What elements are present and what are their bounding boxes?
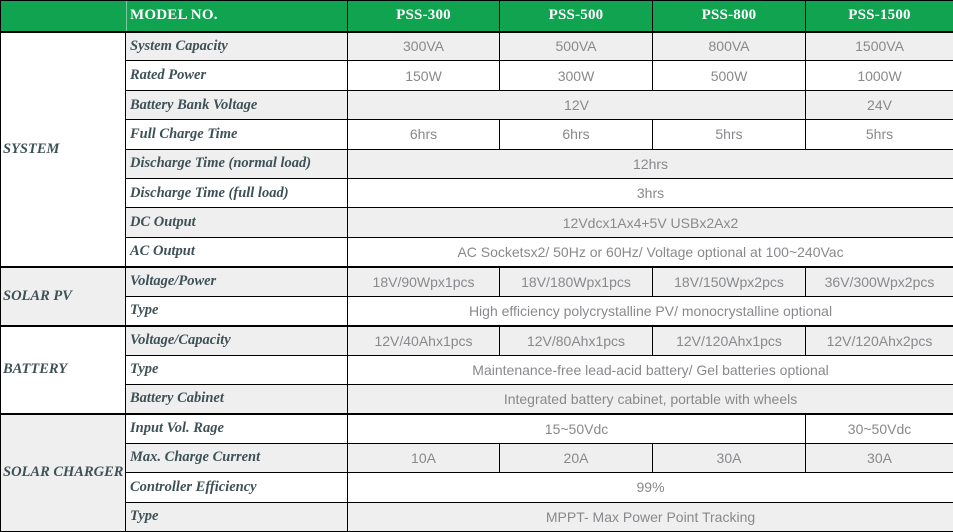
model-header-pss-1500: PSS-1500 bbox=[805, 0, 953, 33]
spec-value: 12V/120Ahx1pcs bbox=[652, 324, 807, 356]
category-label-battery: BATTERY bbox=[0, 324, 126, 415]
spec-value: 5hrs bbox=[652, 119, 807, 150]
table-row: Max. Charge Current 10A 20A 30A 30A bbox=[1, 442, 953, 474]
spec-label: Battery Bank Voltage bbox=[124, 89, 349, 121]
table-row: Full Charge Time 6hrs 6hrs 5hrs 5hrs bbox=[1, 119, 953, 150]
spec-label: Voltage/Power bbox=[124, 265, 349, 297]
spec-value: 15~50Vdc bbox=[347, 412, 807, 444]
spec-value: 500VA bbox=[499, 30, 654, 62]
header-row: MODEL NO. PSS-300 PSS-500 PSS-800 PSS-15… bbox=[0, 0, 953, 33]
spec-label: Discharge Time (normal load) bbox=[124, 148, 349, 180]
spec-value: 12V/40Ahx1pcs bbox=[347, 324, 501, 356]
table-row: DC Output 12Vdcx1Ax4+5V USBx2Ax2 bbox=[1, 207, 953, 238]
spec-value: 1000W bbox=[805, 60, 953, 91]
table-row: SOLAR CHARGER Input Vol. Rage 15~50Vdc 3… bbox=[0, 412, 953, 532]
spec-value: 300VA bbox=[347, 30, 501, 62]
table-row: SYSTEM System Capacity 300VA 500VA 800VA… bbox=[0, 30, 953, 268]
spec-value: 18V/180Wpx1pcs bbox=[499, 265, 654, 297]
table-row: Type MPPT- Max Power Point Tracking bbox=[1, 501, 953, 532]
spec-label: Type bbox=[124, 295, 349, 327]
spec-value: 12V/80Ahx1pcs bbox=[499, 324, 654, 356]
spec-value: MPPT- Max Power Point Tracking bbox=[347, 501, 953, 532]
spec-label: Max. Charge Current bbox=[124, 442, 349, 474]
table-row: Rated Power 150W 300W 500W 1000W bbox=[1, 60, 953, 91]
spec-value: 18V/150Wpx2pcs bbox=[652, 265, 807, 297]
spec-value: 150W bbox=[347, 60, 501, 91]
spec-label: Rated Power bbox=[124, 60, 349, 91]
table-row: Type High efficiency polycrystalline PV/… bbox=[1, 295, 953, 327]
spec-label: Input Vol. Rage bbox=[124, 412, 349, 444]
table-row: Type Maintenance-free lead-acid battery/… bbox=[1, 354, 953, 385]
spec-label: Type bbox=[124, 354, 349, 385]
section-system: SYSTEM System Capacity 300VA 500VA 800VA… bbox=[0, 30, 953, 268]
spec-value: 10A bbox=[347, 442, 501, 474]
model-no-header: MODEL NO. bbox=[0, 0, 349, 33]
spec-value: 20A bbox=[499, 442, 654, 474]
table-row: Battery Bank Voltage 12V 24V bbox=[1, 89, 953, 121]
table-row: Controller Efficiency 99% bbox=[1, 472, 953, 503]
spec-label: System Capacity bbox=[124, 30, 349, 62]
model-header-pss-300: PSS-300 bbox=[347, 0, 501, 33]
spec-value: 5hrs bbox=[805, 119, 953, 150]
spec-value: Integrated battery cabinet, portable wit… bbox=[347, 383, 953, 415]
section-solar-pv: SOLAR PV Voltage/Power 18V/90Wpx1pcs 18V… bbox=[0, 265, 953, 327]
category-label-solar-pv: SOLAR PV bbox=[0, 265, 126, 327]
model-header-pss-500: PSS-500 bbox=[499, 0, 654, 33]
spec-label: Full Charge Time bbox=[124, 119, 349, 150]
category-label-system: SYSTEM bbox=[0, 30, 126, 268]
spec-value: 12Vdcx1Ax4+5V USBx2Ax2 bbox=[347, 207, 953, 238]
spec-value: 6hrs bbox=[347, 119, 501, 150]
category-label-solar-charger: SOLAR CHARGER bbox=[0, 412, 126, 532]
spec-label: Battery Cabinet bbox=[124, 383, 349, 415]
spec-value: 3hrs bbox=[347, 178, 953, 209]
table-row: AC Output AC Socketsx2/ 50Hz or 60Hz/ Vo… bbox=[1, 236, 953, 268]
spec-label: Type bbox=[124, 501, 349, 532]
spec-value: 36V/300Wpx2pcs bbox=[805, 265, 953, 297]
section-battery: BATTERY Voltage/Capacity 12V/40Ahx1pcs 1… bbox=[0, 324, 953, 415]
spec-value: 30A bbox=[652, 442, 807, 474]
spec-value: 800VA bbox=[652, 30, 807, 62]
table-row: SOLAR PV Voltage/Power 18V/90Wpx1pcs 18V… bbox=[0, 265, 953, 327]
spec-value: 6hrs bbox=[499, 119, 654, 150]
spec-value: 24V bbox=[805, 89, 953, 121]
table-row: BATTERY Voltage/Capacity 12V/40Ahx1pcs 1… bbox=[0, 324, 953, 415]
table-row: Battery Cabinet Integrated battery cabin… bbox=[1, 383, 953, 415]
spec-value: 12V/120Ahx2pcs bbox=[805, 324, 953, 356]
model-header-pss-800: PSS-800 bbox=[652, 0, 807, 33]
spec-value: 99% bbox=[347, 472, 953, 503]
spec-value: High efficiency polycrystalline PV/ mono… bbox=[347, 295, 953, 327]
spec-value: 30A bbox=[805, 442, 953, 474]
spec-label: DC Output bbox=[124, 207, 349, 238]
spec-label: Voltage/Capacity bbox=[124, 324, 349, 356]
spec-value: 30~50Vdc bbox=[805, 412, 953, 444]
spec-value: 300W bbox=[499, 60, 654, 91]
spec-value: 12hrs bbox=[347, 148, 953, 180]
spec-value: 1500VA bbox=[805, 30, 953, 62]
spec-value: 500W bbox=[652, 60, 807, 91]
spec-value: Maintenance-free lead-acid battery/ Gel … bbox=[347, 354, 953, 385]
table-header: MODEL NO. PSS-300 PSS-500 PSS-800 PSS-15… bbox=[0, 0, 953, 33]
spec-value: 18V/90Wpx1pcs bbox=[347, 265, 501, 297]
section-solar-charger: SOLAR CHARGER Input Vol. Rage 15~50Vdc 3… bbox=[0, 412, 953, 532]
spec-value: AC Socketsx2/ 50Hz or 60Hz/ Voltage opti… bbox=[347, 236, 953, 268]
spec-label: Controller Efficiency bbox=[124, 472, 349, 503]
spec-label: AC Output bbox=[124, 236, 349, 268]
spec-value: 12V bbox=[347, 89, 807, 121]
table-row: Discharge Time (full load) 3hrs bbox=[1, 178, 953, 209]
table-row: Discharge Time (normal load) 12hrs bbox=[1, 148, 953, 180]
spec-label: Discharge Time (full load) bbox=[124, 178, 349, 209]
